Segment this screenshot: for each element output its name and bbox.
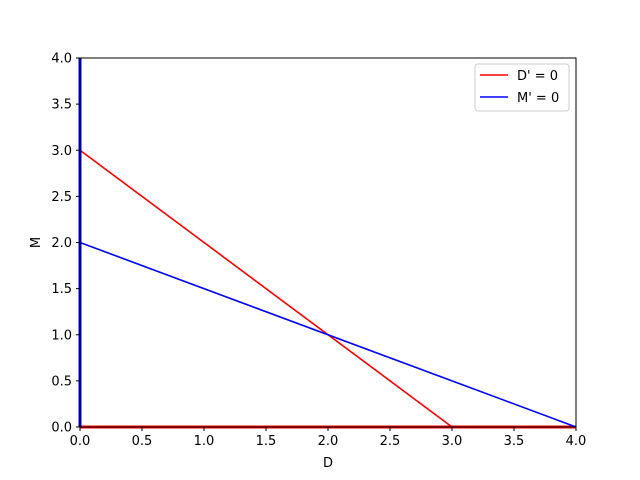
y-tick-label: 1.0 [51,328,72,343]
y-tick-label: 2.0 [51,236,72,251]
x-tick-label: 3.0 [442,434,463,449]
x-tick-label: 1.0 [194,434,215,449]
x-axis-label: D [323,456,333,471]
y-tick-label: 0.5 [51,374,72,389]
x-tick-label: 2.0 [318,434,339,449]
ticks-layer: 0.0 0.5 1.0 1.5 2.0 2.5 3.0 3.5 4.0 0.0 0.5 1.0 1.5 2… [51,52,586,450]
legend-label-m: M' = 0 [517,91,559,106]
y-tick-label: 3.0 [51,144,72,159]
x-tick-label: 0.5 [132,434,153,449]
legend-label-d: D' = 0 [517,69,558,84]
x-tick-label: 1.5 [256,434,277,449]
y-tick-label: 0.0 [51,421,72,436]
legend: D' = 0 M' = 0 [474,63,570,112]
series-line-2 [79,241,577,428]
y-axis-label: M [29,237,44,248]
y-tick-label: 1.5 [51,282,72,297]
series-line-0 [79,149,453,428]
x-tick-label: 0.0 [70,434,91,449]
y-tick-label: 4.0 [51,52,72,67]
y-tick-label: 3.5 [51,98,72,113]
x-tick-label: 4.0 [566,434,587,449]
x-tick-label: 2.5 [380,434,401,449]
y-tick-label: 2.5 [51,190,72,205]
x-tick-label: 3.5 [504,434,525,449]
